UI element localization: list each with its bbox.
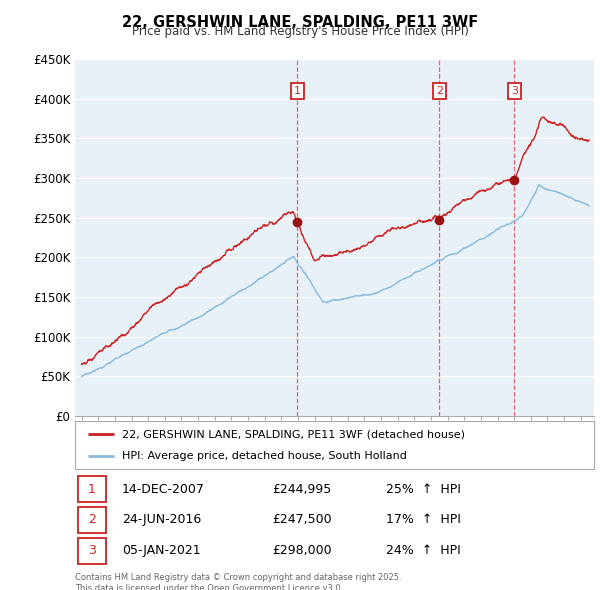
Text: 1: 1 (294, 86, 301, 96)
Text: £247,500: £247,500 (272, 513, 332, 526)
Text: 24-JUN-2016: 24-JUN-2016 (122, 513, 201, 526)
Text: £298,000: £298,000 (272, 544, 332, 557)
Text: Price paid vs. HM Land Registry's House Price Index (HPI): Price paid vs. HM Land Registry's House … (131, 25, 469, 38)
Text: 2: 2 (436, 86, 443, 96)
Text: 22, GERSHWIN LANE, SPALDING, PE11 3WF (detached house): 22, GERSHWIN LANE, SPALDING, PE11 3WF (d… (122, 429, 465, 439)
FancyBboxPatch shape (77, 507, 106, 533)
FancyBboxPatch shape (77, 537, 106, 563)
Text: 17%  ↑  HPI: 17% ↑ HPI (386, 513, 461, 526)
Text: 05-JAN-2021: 05-JAN-2021 (122, 544, 200, 557)
Text: £244,995: £244,995 (272, 483, 331, 496)
Text: 14-DEC-2007: 14-DEC-2007 (122, 483, 205, 496)
Text: 3: 3 (88, 544, 95, 557)
FancyBboxPatch shape (77, 476, 106, 502)
Text: 3: 3 (511, 86, 518, 96)
Text: 25%  ↑  HPI: 25% ↑ HPI (386, 483, 461, 496)
Text: 24%  ↑  HPI: 24% ↑ HPI (386, 544, 461, 557)
Text: 1: 1 (88, 483, 95, 496)
Text: 2: 2 (88, 513, 95, 526)
Text: HPI: Average price, detached house, South Holland: HPI: Average price, detached house, Sout… (122, 451, 407, 461)
Text: 22, GERSHWIN LANE, SPALDING, PE11 3WF: 22, GERSHWIN LANE, SPALDING, PE11 3WF (122, 15, 478, 30)
Text: Contains HM Land Registry data © Crown copyright and database right 2025.
This d: Contains HM Land Registry data © Crown c… (75, 573, 401, 590)
